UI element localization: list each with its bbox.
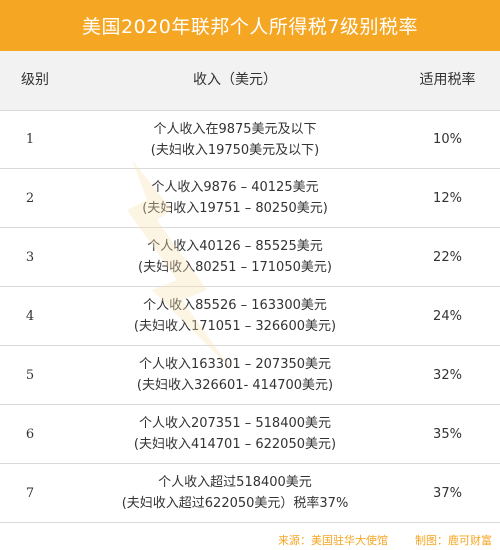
row-income: 个人收入在9875美元及以下 (夫妇收入19750美元及以下) (75, 111, 395, 168)
header-level: 级别 (21, 72, 49, 88)
page-title: 美国2020年联邦个人所得税7级别税率 (82, 16, 418, 38)
couple-income: (夫妇收入171051 – 326600美元) (133, 319, 337, 334)
row-income: 个人收入85526 – 163300美元 (夫妇收入171051 – 32660… (75, 287, 395, 345)
table-row: 2 个人收入9876 – 40125美元 (夫妇收入19751 – 80250美… (0, 169, 500, 228)
individual-income: 个人收入163301 – 207350美元 (138, 357, 332, 372)
row-income: 个人收入超过518400美元 (夫妇收入超过622050美元）税率37% (75, 464, 395, 522)
couple-income: (夫妇收入超过622050美元）税率37% (121, 496, 349, 511)
individual-income: 个人收入85526 – 163300美元 (143, 298, 327, 313)
row-rate: 12% (433, 190, 462, 206)
row-income: 个人收入207351 – 518400美元 (夫妇收入414701 – 6220… (75, 405, 395, 463)
table-header: 级别 收入（美元） 适用税率 (0, 51, 500, 110)
row-rate: 32% (433, 367, 462, 383)
individual-income: 个人收入207351 – 518400美元 (138, 416, 332, 431)
couple-income: (夫妇收入326601- 414700美元) (136, 378, 334, 393)
table-row: 4 个人收入85526 – 163300美元 (夫妇收入171051 – 326… (0, 287, 500, 346)
title-bar: 美国2020年联邦个人所得税7级别税率 (0, 0, 500, 51)
couple-income: (夫妇收入19750美元及以下) (150, 142, 320, 158)
row-income: 个人收入40126 – 85525美元 (夫妇收入80251 – 171050美… (75, 228, 395, 286)
table-row: 3 个人收入40126 – 85525美元 (夫妇收入80251 – 17105… (0, 228, 500, 287)
maker-credit: 制图：鹿可财富 (415, 534, 492, 547)
row-level: 7 (25, 485, 35, 501)
individual-income: 个人收入超过518400美元 (158, 475, 312, 490)
row-level: 2 (25, 190, 35, 206)
header-income: 收入（美元） (193, 72, 277, 88)
row-rate: 22% (433, 249, 462, 265)
header-rate: 适用税率 (419, 72, 476, 88)
table-row: 5 个人收入163301 – 207350美元 (夫妇收入326601- 414… (0, 346, 500, 405)
row-level: 3 (25, 249, 35, 265)
row-income: 个人收入9876 – 40125美元 (夫妇收入19751 – 80250美元) (75, 169, 395, 227)
couple-income: (夫妇收入414701 – 622050美元) (133, 437, 337, 452)
row-level: 1 (25, 132, 35, 147)
row-level: 5 (25, 367, 35, 383)
row-rate: 35% (433, 426, 462, 442)
couple-income: (夫妇收入80251 – 171050美元) (138, 260, 332, 275)
table-row: 6 个人收入207351 – 518400美元 (夫妇收入414701 – 62… (0, 405, 500, 464)
individual-income: 个人收入在9875美元及以下 (153, 121, 317, 137)
footer: 来源：美国驻华大使馆 制图：鹿可财富 (0, 530, 500, 550)
individual-income: 个人收入40126 – 85525美元 (147, 239, 323, 254)
table-row: 1 个人收入在9875美元及以下 (夫妇收入19750美元及以下) 10% (0, 110, 500, 169)
row-rate: 37% (433, 485, 462, 501)
row-level: 4 (25, 308, 35, 324)
couple-income: (夫妇收入19751 – 80250美元) (142, 201, 328, 216)
row-rate: 24% (433, 308, 462, 324)
row-level: 6 (25, 426, 35, 442)
row-income: 个人收入163301 – 207350美元 (夫妇收入326601- 41470… (75, 346, 395, 404)
source-credit: 来源：美国驻华大使馆 (278, 534, 388, 547)
row-rate: 10% (433, 132, 462, 147)
individual-income: 个人收入9876 – 40125美元 (151, 180, 319, 195)
table-row: 7 个人收入超过518400美元 (夫妇收入超过622050美元）税率37% 3… (0, 464, 500, 523)
table-body: 1 个人收入在9875美元及以下 (夫妇收入19750美元及以下) 10% 2 … (0, 110, 500, 523)
